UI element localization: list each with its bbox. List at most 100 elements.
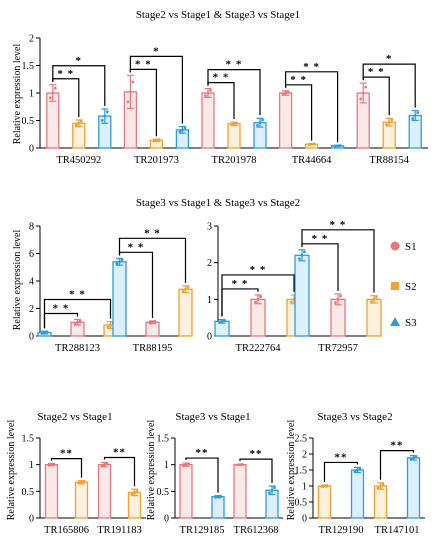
data-dot bbox=[412, 456, 415, 460]
data-dot bbox=[376, 486, 380, 490]
data-dot bbox=[413, 114, 417, 117]
data-dot bbox=[334, 301, 337, 305]
data-dot bbox=[50, 463, 53, 467]
data-dot bbox=[409, 457, 413, 461]
significance-label: * * bbox=[250, 264, 267, 276]
data-dot bbox=[206, 91, 210, 95]
data-dot bbox=[320, 485, 324, 488]
data-dot bbox=[230, 123, 233, 127]
data-dot bbox=[53, 86, 57, 90]
significance-bracket bbox=[129, 55, 183, 124]
data-dot bbox=[356, 468, 359, 472]
data-dot bbox=[339, 294, 342, 298]
y-tick-label: 1 bbox=[29, 89, 34, 100]
data-dot bbox=[135, 489, 139, 492]
x-tick-label: TR129190 bbox=[319, 525, 364, 536]
data-dot bbox=[105, 110, 109, 114]
data-dot bbox=[281, 92, 285, 96]
y-tick-label: 0 bbox=[29, 144, 34, 155]
bar-S3 bbox=[294, 254, 310, 337]
data-dot bbox=[325, 484, 329, 487]
significance-label: * * bbox=[53, 303, 70, 315]
y-tick-label: 2 bbox=[207, 258, 212, 269]
bar-S1 bbox=[278, 92, 293, 149]
bar-S1 bbox=[250, 298, 266, 337]
x-tick-label: TR222764 bbox=[236, 343, 282, 354]
data-dot bbox=[290, 300, 293, 304]
data-dot bbox=[385, 123, 389, 126]
significance-label: * bbox=[76, 55, 83, 67]
bar-S2 bbox=[317, 485, 332, 519]
data-dot bbox=[52, 462, 56, 466]
legend-label: S2 bbox=[405, 281, 417, 293]
data-dot bbox=[120, 258, 124, 262]
chart-panel-stage3-vs-stage1-stage2-left: Stage3 vs Stage1 & Stage3 vs Stage2 Rela… bbox=[12, 197, 300, 354]
significance-bracket bbox=[52, 65, 106, 106]
significance-bracket bbox=[118, 237, 187, 283]
significance-bracket bbox=[207, 69, 261, 116]
bar-S1 bbox=[201, 92, 215, 149]
data-dot bbox=[100, 464, 104, 468]
data-dot bbox=[390, 118, 394, 122]
y-tick-label: 1 bbox=[164, 460, 169, 471]
bar-S3 bbox=[406, 457, 421, 519]
y-tick-label: 8 bbox=[29, 222, 34, 233]
significance-label: * * bbox=[213, 72, 230, 84]
data-dot bbox=[254, 300, 257, 304]
data-dot bbox=[43, 331, 46, 334]
data-dot bbox=[148, 321, 152, 325]
data-dot bbox=[118, 260, 121, 264]
data-dot bbox=[235, 121, 238, 125]
data-dot bbox=[218, 321, 221, 324]
data-dot bbox=[372, 297, 376, 301]
data-dot bbox=[182, 464, 185, 468]
data-dot bbox=[78, 319, 82, 322]
data-dot bbox=[379, 484, 382, 488]
data-dot bbox=[336, 144, 339, 148]
significance-label: * * bbox=[368, 66, 385, 78]
x-tick-label: TR147101 bbox=[375, 525, 420, 536]
x-tick-label: TR288123 bbox=[55, 343, 100, 354]
legend-label: S3 bbox=[405, 317, 417, 329]
data-dot bbox=[184, 287, 187, 291]
data-dot bbox=[151, 320, 154, 324]
legend-label: S1 bbox=[405, 241, 417, 253]
significance-label: * * bbox=[226, 59, 243, 71]
data-dot bbox=[256, 123, 259, 127]
data-dot bbox=[338, 144, 342, 147]
data-dot bbox=[109, 323, 112, 327]
data-dot bbox=[256, 297, 260, 301]
y-tick-label: 0 bbox=[302, 514, 307, 525]
x-tick-label: TR612368 bbox=[234, 525, 279, 536]
significance-bracket bbox=[362, 63, 416, 108]
significance-label: * * bbox=[144, 227, 161, 239]
bar-S1 bbox=[145, 321, 160, 337]
y-tick-label: 1 bbox=[302, 482, 307, 493]
y-tick-label: 6 bbox=[29, 249, 34, 260]
data-dot bbox=[155, 138, 158, 142]
bar-S3 bbox=[211, 496, 225, 519]
legend-marker-square-icon bbox=[391, 282, 399, 290]
significance-bracket bbox=[239, 458, 273, 483]
y-tick-label: 3 bbox=[207, 222, 212, 233]
y-axis-label: Relative expression level bbox=[6, 420, 17, 521]
data-dot bbox=[300, 253, 304, 257]
significance-label: * * bbox=[135, 58, 152, 70]
data-dot bbox=[106, 325, 110, 329]
data-dot bbox=[115, 262, 119, 266]
data-dot bbox=[381, 482, 385, 486]
x-tick-label: TR88195 bbox=[133, 343, 173, 354]
significance-bracket bbox=[285, 71, 339, 143]
data-dot bbox=[411, 117, 415, 120]
y-tick-label: 1.5 bbox=[22, 61, 35, 72]
data-dot bbox=[131, 80, 135, 84]
y-tick-label: 0.5 bbox=[295, 498, 308, 509]
data-dot bbox=[268, 491, 271, 495]
data-dot bbox=[284, 91, 287, 95]
data-dot bbox=[223, 318, 226, 322]
bar-S3 bbox=[112, 261, 127, 337]
data-dot bbox=[353, 470, 357, 473]
significance-label: * * bbox=[128, 241, 145, 253]
significance-bracket bbox=[323, 461, 359, 483]
